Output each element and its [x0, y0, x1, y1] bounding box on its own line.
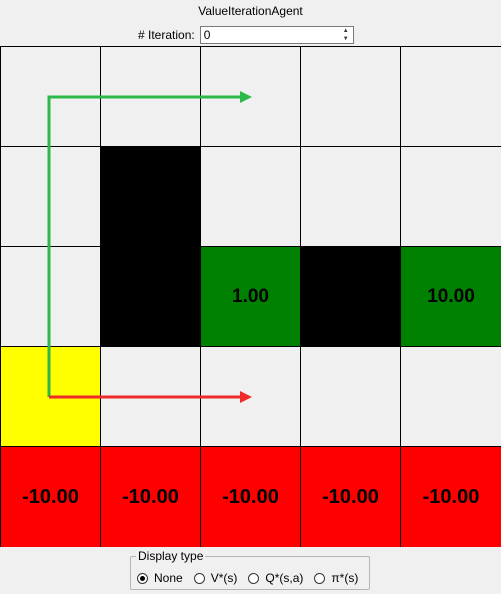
cell-value: -10.00 — [22, 485, 79, 508]
grid-cell-2-0 — [1, 247, 101, 347]
grid-cell-0-1 — [101, 47, 201, 147]
grid-cell-4-2: -10.00 — [201, 447, 301, 547]
radio-label: π*(s) — [331, 571, 359, 585]
grid-cell-2-3 — [301, 247, 401, 347]
grid-cell-3-1 — [101, 347, 201, 447]
cell-value: 1.00 — [232, 285, 269, 307]
gridworld: 1.00 10.00 -10.00 -10.00 -10.00 -10.00 -10.00 — [0, 46, 501, 547]
display-radio-0[interactable]: None — [137, 571, 183, 585]
grid-cell-3-3 — [301, 347, 401, 447]
cell-value: -10.00 — [222, 485, 279, 508]
grid-cell-2-4: 10.00 — [401, 247, 501, 347]
spin-up-button[interactable]: ▲ — [339, 27, 353, 35]
caret-down-icon: ▼ — [342, 36, 349, 42]
spin-down-button[interactable]: ▼ — [339, 35, 353, 43]
radio-label: Q*(s,a) — [265, 571, 304, 585]
radio-circle-icon[interactable] — [314, 572, 326, 584]
grid-cell-1-4 — [401, 147, 501, 247]
radio-circle-icon[interactable] — [193, 572, 205, 584]
grid-cell-1-3 — [301, 147, 401, 247]
window-title: ValueIterationAgent — [198, 4, 303, 18]
grid-cell-3-4 — [401, 347, 501, 447]
grid-cell-2-2: 1.00 — [201, 247, 301, 347]
grid-cell-4-1: -10.00 — [101, 447, 201, 547]
cell-value: -10.00 — [422, 485, 480, 508]
grid-cell-1-0 — [1, 147, 101, 247]
display-type-group: Display type None V*(s) Q*(s,a) π*(s) — [130, 549, 370, 590]
display-type-legend: Display type — [136, 549, 206, 563]
grid-cell-0-2 — [201, 47, 301, 147]
grid-cell-3-0 — [1, 347, 101, 447]
display-radio-1[interactable]: V*(s) — [193, 571, 238, 585]
grid-cell-4-3: -10.00 — [301, 447, 401, 547]
grid-cell-1-2 — [201, 147, 301, 247]
radio-label: None — [154, 571, 183, 585]
caret-up-icon: ▲ — [342, 28, 349, 34]
iteration-spinbox[interactable]: ▲ ▼ — [199, 26, 354, 44]
cell-value: 10.00 — [427, 285, 475, 307]
grid-cell-1-1 — [101, 147, 201, 247]
radio-circle-icon[interactable] — [137, 572, 148, 584]
grid-cell-0-4 — [401, 47, 501, 147]
grid-cell-0-0 — [1, 47, 101, 147]
radio-label: V*(s) — [210, 571, 238, 585]
iteration-row: # Iteration: ▲ ▼ — [138, 25, 354, 45]
cell-value: -10.00 — [322, 485, 379, 508]
display-radio-3[interactable]: π*(s) — [314, 571, 358, 585]
display-type-options: None V*(s) Q*(s,a) π*(s) — [137, 571, 358, 585]
iteration-input[interactable] — [200, 27, 339, 43]
grid-cell-2-1 — [101, 247, 201, 347]
radio-circle-icon[interactable] — [248, 572, 260, 584]
iteration-label: # Iteration: — [138, 28, 195, 42]
cell-value: -10.00 — [122, 485, 179, 508]
spin-buttons: ▲ ▼ — [339, 27, 353, 43]
display-radio-2[interactable]: Q*(s,a) — [248, 571, 303, 585]
grid-cell-4-4: -10.00 — [401, 447, 501, 547]
grid-cell-0-3 — [301, 47, 401, 147]
grid-cell-4-0: -10.00 — [1, 447, 101, 547]
grid-cell-3-2 — [201, 347, 301, 447]
